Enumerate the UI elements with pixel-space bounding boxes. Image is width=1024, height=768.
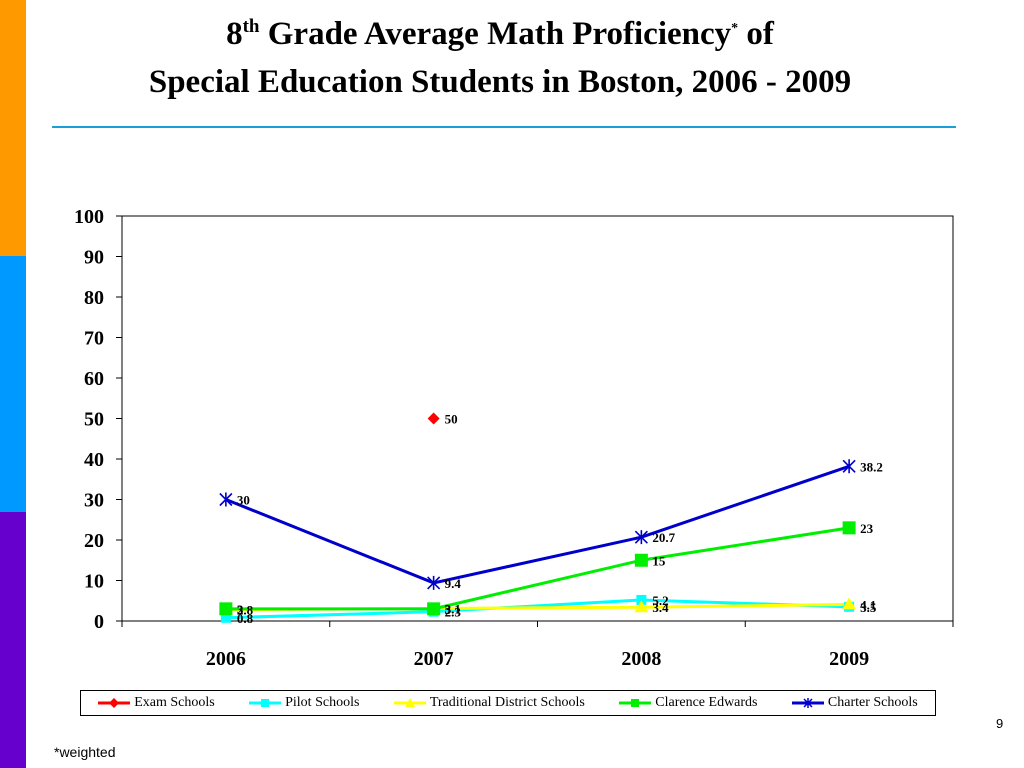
legend-label: Traditional District Schools xyxy=(429,695,585,710)
data-label-clarence-edwards: 15 xyxy=(652,553,666,568)
blue-stripe xyxy=(0,256,26,512)
series-line-charter-schools xyxy=(225,464,850,585)
marker-clarence-edwards xyxy=(427,602,441,616)
marker-pilot-schools xyxy=(636,594,647,605)
data-label-pilot-schools: 5.2 xyxy=(652,593,668,608)
y-tick-label: 70 xyxy=(84,328,104,350)
legend-label: Clarence Edwards xyxy=(655,695,758,710)
legend-item-charter-schools: Charter Schools xyxy=(791,695,918,711)
legend-swatch xyxy=(619,699,652,707)
y-tick-label: 90 xyxy=(84,247,104,269)
data-label-charter-schools: 20.7 xyxy=(652,530,675,545)
data-label-pilot-schools: 2.3 xyxy=(445,605,462,620)
legend-item-clarence-edwards: Clarence Edwards xyxy=(619,695,758,711)
y-tick-label: 50 xyxy=(84,409,104,431)
marker-exam-schools xyxy=(427,412,440,425)
x-tick-label: 2008 xyxy=(621,648,661,670)
data-label-charter-schools: 38.2 xyxy=(860,459,883,474)
orange-stripe xyxy=(0,0,26,256)
data-label-traditional-district-schools: 2.8 xyxy=(237,603,254,618)
marker-clarence-edwards xyxy=(842,521,856,535)
marker-charter-schools xyxy=(219,492,233,507)
legend-item-pilot-schools: Pilot Schools xyxy=(249,695,359,711)
legend-item-traditional-district-schools: Traditional District Schools xyxy=(393,695,585,711)
y-tick-label: 10 xyxy=(84,571,104,593)
marker-clarence-edwards xyxy=(219,602,233,616)
y-tick-label: 0 xyxy=(94,611,104,633)
data-label-pilot-schools: 0.8 xyxy=(237,611,254,626)
data-label-clarence-edwards: 3 xyxy=(237,602,244,617)
y-tick-label: 30 xyxy=(84,490,104,512)
data-label-clarence-edwards: 3 xyxy=(445,602,452,617)
x-tick-label: 2009 xyxy=(829,648,869,670)
series-line-pilot-schools xyxy=(225,598,850,620)
footnote: *weighted xyxy=(54,744,116,760)
legend-item-exam-schools: Exam Schools xyxy=(98,695,215,711)
data-label-clarence-edwards: 23 xyxy=(860,521,874,536)
slide-title-line1: 8th Grade Average Math Proficiency* of xyxy=(226,16,774,52)
data-label-traditional-district-schools: 3.4 xyxy=(652,600,669,615)
marker-charter-schools xyxy=(634,530,648,545)
purple-stripe xyxy=(0,512,26,768)
y-tick-label: 80 xyxy=(84,287,104,309)
y-tick-label: 20 xyxy=(84,530,104,552)
data-label-exam-schools: 50 xyxy=(445,412,458,427)
legend-swatch xyxy=(791,698,824,708)
series-line-clarence-edwards xyxy=(225,526,850,611)
slide-title-line2: Special Education Students in Boston, 20… xyxy=(148,64,852,100)
marker-traditional-district-schools xyxy=(842,597,857,610)
marker-charter-schools xyxy=(842,459,856,474)
data-label-traditional-district-schools: 4.1 xyxy=(860,597,876,612)
legend-swatch xyxy=(249,699,282,707)
page-number: 9 xyxy=(996,716,1004,731)
legend-swatch xyxy=(98,698,131,708)
x-tick-label: 2006 xyxy=(206,648,246,670)
y-tick-label: 100 xyxy=(74,206,104,228)
legend-label: Charter Schools xyxy=(827,695,918,710)
title-divider xyxy=(52,126,956,128)
marker-clarence-edwards xyxy=(634,553,648,567)
y-tick-label: 40 xyxy=(84,449,104,471)
data-label-pilot-schools: 3.5 xyxy=(860,600,877,615)
legend-label: Pilot Schools xyxy=(285,695,360,710)
y-tick-label: 60 xyxy=(84,368,104,390)
marker-traditional-district-schools xyxy=(634,600,649,613)
chart-legend: Exam Schools Pilot Schools Traditional Dis… xyxy=(80,690,936,716)
data-label-charter-schools: 9.4 xyxy=(445,576,462,591)
data-label-traditional-district-schools: 3.1 xyxy=(445,601,461,616)
legend-label: Exam Schools xyxy=(134,695,215,710)
legend-swatch xyxy=(393,698,426,707)
marker-charter-schools xyxy=(427,575,441,590)
data-label-charter-schools: 30 xyxy=(237,493,250,508)
x-tick-label: 2007 xyxy=(414,648,454,670)
marker-pilot-schools xyxy=(220,612,231,623)
